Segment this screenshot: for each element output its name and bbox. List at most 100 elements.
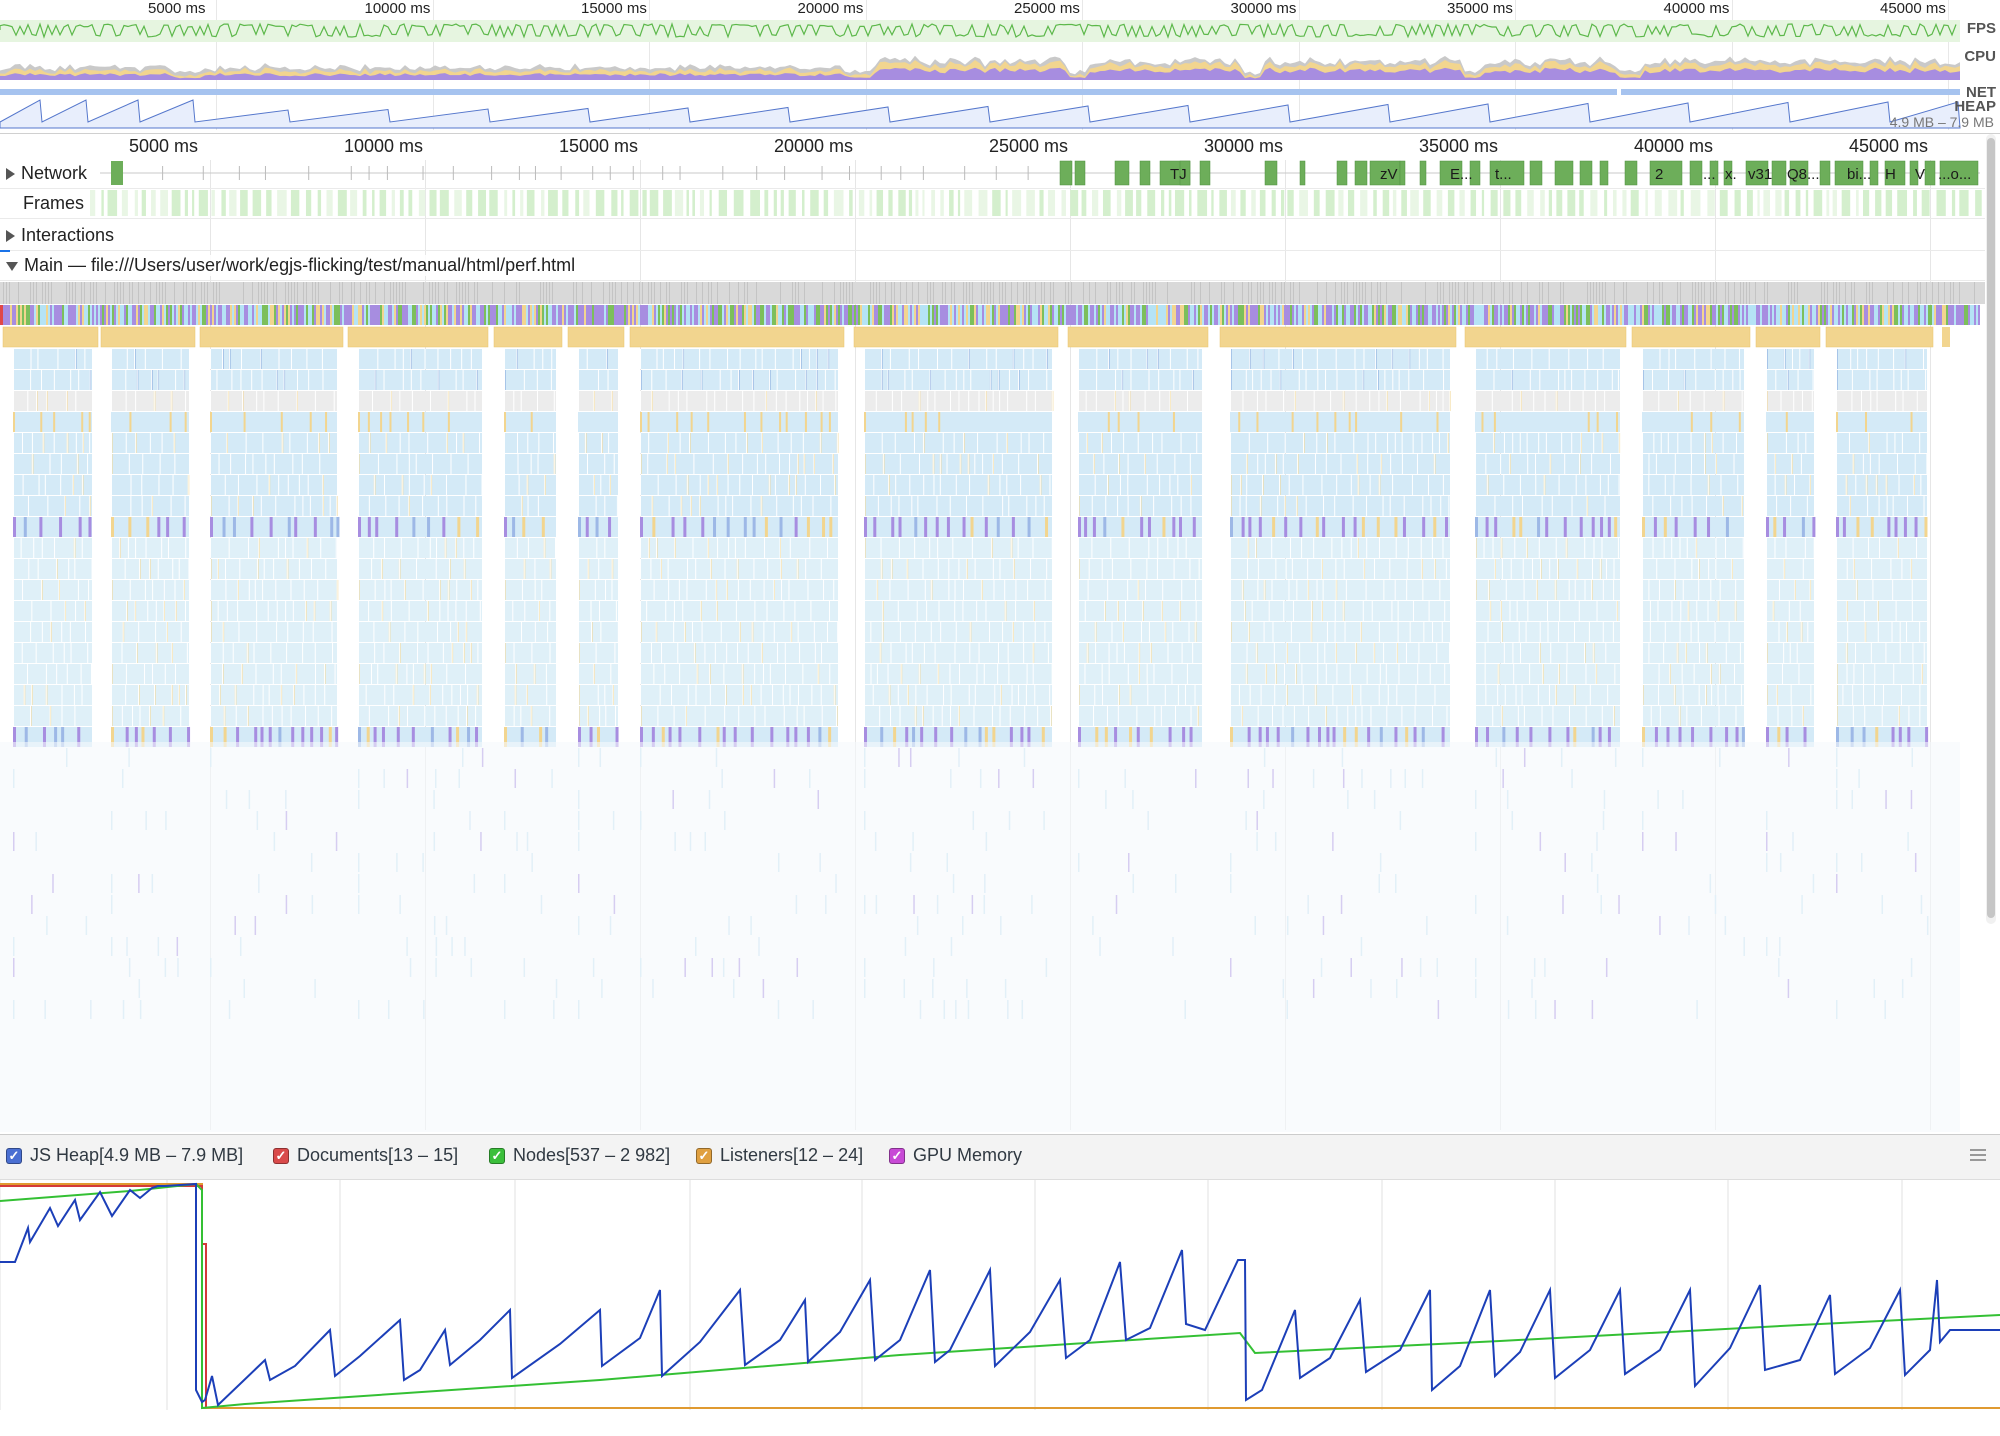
call-divider (640, 580, 641, 600)
task-marker (1344, 282, 1345, 304)
call-divider (247, 706, 249, 726)
call-divider (1144, 391, 1146, 411)
call-divider (1428, 601, 1430, 621)
call-divider (1111, 622, 1113, 642)
collapse-arrow-icon[interactable] (6, 261, 18, 271)
call-frame (504, 664, 556, 684)
task-slice (1480, 305, 1482, 325)
call-divider (922, 559, 924, 579)
call-divider (183, 580, 185, 600)
task-slice (1430, 305, 1432, 325)
call-divider (305, 706, 307, 726)
call-divider (1439, 580, 1441, 600)
call-divider (277, 391, 279, 411)
task-slice (822, 305, 824, 325)
task-marker (1134, 282, 1135, 304)
task-slice (930, 305, 932, 325)
main-thread-track[interactable]: Main — file:///Users/user/work/egjs-flic… (0, 250, 1985, 281)
call-divider (864, 643, 865, 663)
task-slice (1276, 305, 1278, 325)
network-track-header[interactable]: Network (6, 163, 92, 184)
expand-arrow-icon[interactable] (6, 168, 15, 181)
frames-track[interactable]: Frames (0, 188, 1985, 219)
call-divider (111, 622, 112, 642)
task-slice (1040, 305, 1042, 325)
task-slice (1172, 305, 1174, 325)
timeline-gridline (1070, 134, 1071, 1130)
task-marker (1893, 282, 1894, 304)
frame-block (1168, 190, 1172, 216)
timeline-overview[interactable]: 5000 ms 10000 ms 15000 ms 20000 ms 25000 ms 3… (0, 0, 2000, 135)
task-slice (354, 305, 356, 325)
call-divider (555, 538, 557, 558)
task-marker (516, 282, 517, 304)
task-marker (315, 282, 316, 304)
frame-block (1436, 190, 1443, 216)
call-divider (427, 433, 429, 453)
call-divider (1230, 391, 1231, 411)
call-slice (668, 727, 672, 747)
call-divider (1391, 349, 1393, 369)
task-marker (1950, 282, 1951, 304)
task-slice (1282, 305, 1284, 325)
call-slice (168, 727, 172, 747)
call-divider (1521, 685, 1523, 705)
call-divider (815, 391, 817, 411)
call-slice (88, 517, 92, 537)
call-divider (275, 496, 277, 516)
call-divider (720, 622, 722, 642)
task-slice (880, 305, 882, 325)
call-divider (1434, 685, 1436, 705)
task-slice (88, 305, 90, 325)
task-slice (1296, 305, 1298, 325)
task-marker (288, 282, 289, 304)
call-divider (687, 685, 689, 705)
call-divider (799, 391, 801, 411)
call-divider (444, 538, 446, 558)
main-flame-chart[interactable] (0, 282, 1985, 1132)
call-divider (1138, 643, 1140, 663)
call-slice (1379, 727, 1383, 747)
task-slice (1462, 305, 1464, 325)
interactions-track[interactable]: Interactions (0, 220, 1985, 251)
call-divider (1899, 622, 1901, 642)
call-divider (445, 475, 447, 495)
call-divider (767, 559, 769, 579)
call-slice (309, 412, 312, 432)
call-frame (1230, 685, 1450, 705)
network-track[interactable]: TJ zV E... t... 2... x. v31 Q8... bi... H V ...o...… (0, 158, 1985, 189)
call-divider (1257, 706, 1259, 726)
call-divider (1230, 559, 1231, 579)
call-divider (54, 538, 56, 558)
task-marker (1122, 282, 1123, 304)
task-slice (1434, 305, 1436, 325)
call-divider (1412, 601, 1414, 621)
task-marker (1845, 282, 1846, 304)
main-thread-header[interactable]: Main — file:///Users/user/work/egjs-flic… (6, 255, 580, 276)
call-frame (1475, 496, 1620, 516)
task-slice (450, 305, 452, 325)
interactions-track-header[interactable]: Interactions (6, 225, 119, 246)
task-marker (393, 282, 394, 304)
call-divider (1335, 349, 1337, 369)
call-divider (1649, 601, 1651, 621)
call-divider (298, 559, 300, 579)
call-divider (665, 370, 667, 390)
call-frame (578, 706, 618, 726)
flame-chart-panel[interactable]: 5000 ms 10000 ms 15000 ms 20000 ms 25000 ms 3… (0, 134, 2000, 1132)
frame-block (780, 190, 784, 216)
call-slice (1084, 517, 1088, 537)
call-slice (125, 727, 129, 747)
task-slice (1444, 305, 1446, 325)
call-divider (1357, 475, 1359, 495)
call-divider (1078, 391, 1079, 411)
task-slice (316, 305, 318, 325)
call-divider (918, 664, 920, 684)
call-frame (1475, 349, 1620, 369)
call-slice (504, 727, 507, 747)
call-divider (411, 391, 413, 411)
call-divider (895, 475, 897, 495)
expand-arrow-icon[interactable] (6, 230, 15, 243)
call-divider (446, 496, 448, 516)
call-divider (465, 622, 467, 642)
